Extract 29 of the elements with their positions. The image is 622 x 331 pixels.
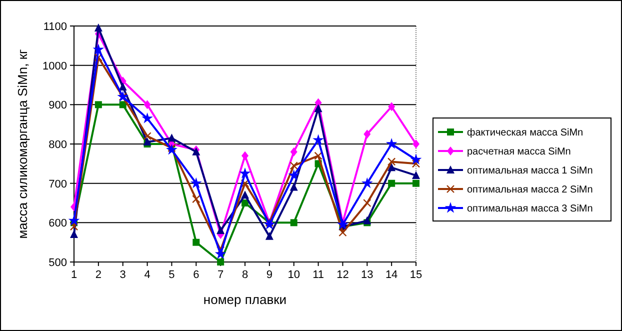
x-tick-label: 2	[95, 269, 102, 281]
y-tick-label: 600	[48, 218, 67, 230]
legend-label: оптимальная масса 2 SiMn	[467, 184, 593, 196]
x-tick-label: 3	[120, 269, 126, 281]
y-tick-label: 900	[48, 100, 67, 112]
x-tick-label: 15	[410, 269, 422, 281]
legend-label: фактическая масса SiMn	[467, 128, 584, 138]
x-tick-label: 5	[168, 269, 175, 281]
y-axis-title: масса силикомарганца SiMn, кг	[15, 48, 30, 239]
x-tick-label: 4	[144, 269, 150, 281]
x-tick-label: 13	[361, 269, 374, 281]
x-axis-title: номер плавки	[203, 292, 287, 307]
x-tick-label: 12	[336, 269, 349, 281]
legend-label: расчетная масса SiMn	[467, 146, 571, 158]
x-tick-label: 10	[288, 269, 300, 281]
y-tick-label: 1000	[42, 60, 67, 72]
y-tick-label: 1100	[43, 21, 67, 33]
x-tick-label: 1	[70, 269, 78, 281]
legend-label: оптимальная масса 3 SiMn	[467, 204, 593, 214]
y-tick-label: 500	[48, 257, 67, 269]
x-tick-label: 6	[193, 269, 200, 281]
x-tick-label: 8	[242, 269, 248, 281]
legend-label: оптимальная масса 1 SiMn	[467, 166, 593, 176]
x-tick-label: 11	[312, 269, 324, 281]
x-tick-label: 14	[385, 269, 398, 281]
x-tick-label: 9	[266, 269, 272, 281]
y-tick-label: 800	[48, 139, 67, 151]
x-tick-label: 7	[218, 269, 224, 281]
y-tick-label: 700	[48, 178, 67, 190]
